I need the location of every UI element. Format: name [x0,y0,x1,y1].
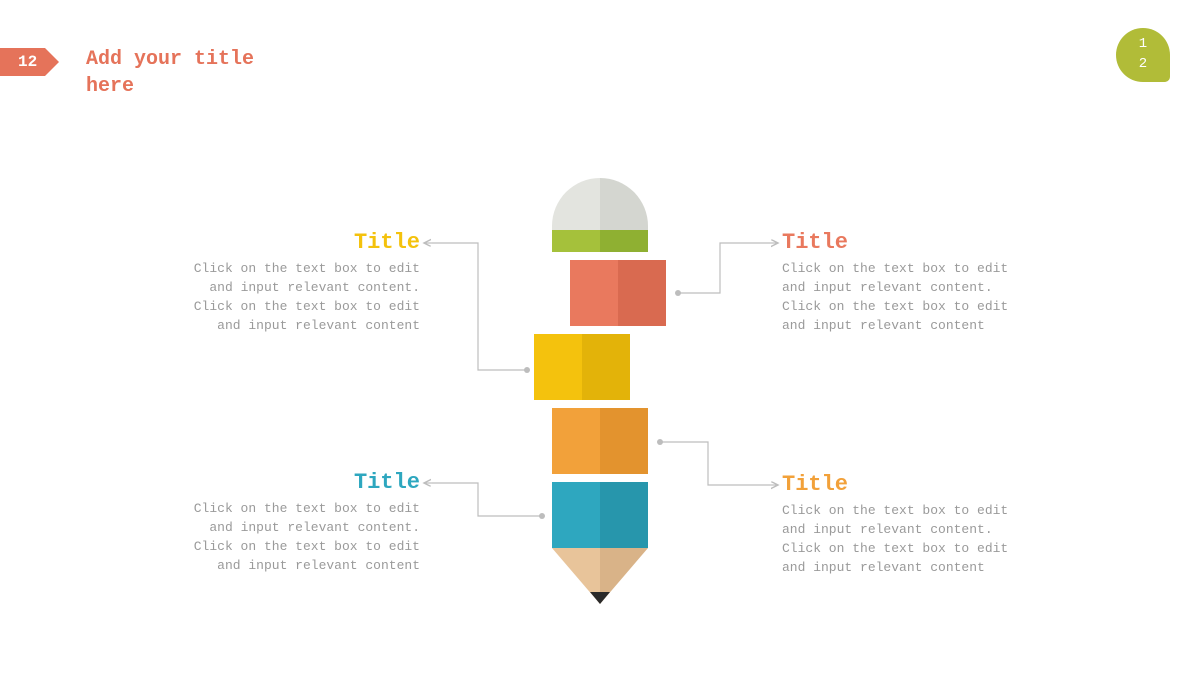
pencil-ferrule [552,230,648,252]
callout-body-bot-right[interactable]: Click on the text box to edit and input … [782,502,1032,577]
pencil-graphic [470,178,730,610]
callout-title-bot-right[interactable]: Title [782,472,848,497]
pencil-segment-4 [552,482,648,548]
pencil-segment-3 [552,408,648,474]
callout-title-top-right[interactable]: Title [782,230,848,255]
corner-badge: 1 2 [1116,28,1170,82]
callout-body-top-left[interactable]: Click on the text box to edit and input … [170,260,420,335]
pencil-eraser [552,178,648,230]
page-title[interactable]: Add your title here [86,46,306,100]
callout-title-top-left[interactable]: Title [354,230,420,255]
pencil-segment-2 [534,334,630,400]
slide-number-ribbon: 12 [0,48,45,76]
pencil-segment-1 [570,260,666,326]
callout-body-bot-left[interactable]: Click on the text box to edit and input … [170,500,420,575]
slide-number: 12 [18,53,37,71]
callout-body-top-right[interactable]: Click on the text box to edit and input … [782,260,1032,335]
pencil-tip [552,548,648,604]
callout-title-bot-left[interactable]: Title [354,470,420,495]
